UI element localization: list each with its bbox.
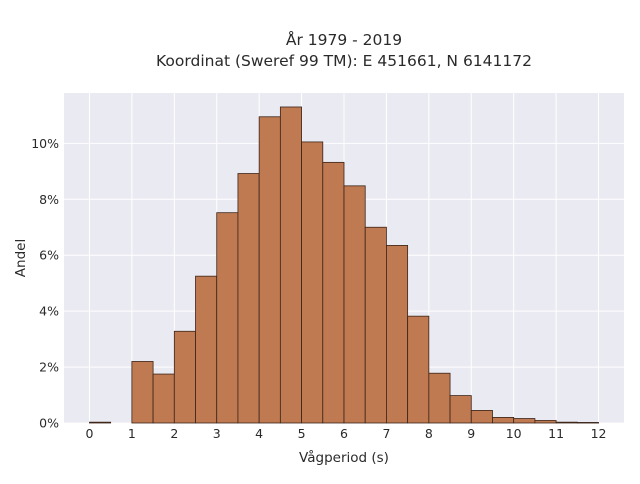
histogram-bar: [173, 330, 196, 424]
histogram-bar: [407, 315, 430, 424]
y-axis-label: Andel: [13, 239, 29, 277]
x-tick-label: 9: [467, 426, 475, 441]
histogram-bar: [195, 275, 218, 424]
x-tick-label: 0: [85, 426, 93, 441]
x-tick-label: 6: [340, 426, 348, 441]
histogram-bar: [301, 141, 324, 424]
histogram-bar: [449, 395, 472, 424]
bars: [89, 106, 599, 424]
x-tick-label: 10: [506, 426, 522, 441]
tick-labels: 0 1 2 3 4 5 6 7 8 9 10 11 120%2%4%6%8%10%: [31, 136, 606, 441]
histogram-bar: [152, 373, 175, 424]
histogram-bar: [492, 417, 515, 424]
x-tick-label: 8: [425, 426, 433, 441]
y-tick-label: 0%: [39, 416, 59, 431]
histogram-bar: [258, 116, 281, 424]
x-tick-label: 3: [213, 426, 221, 441]
x-tick-label: 5: [298, 426, 306, 441]
y-tick-label: 4%: [39, 304, 59, 319]
y-tick-label: 6%: [39, 248, 59, 263]
y-tick-label: 10%: [31, 136, 59, 151]
histogram-bar: [428, 372, 451, 424]
histogram-bar: [216, 212, 239, 424]
histogram-bar: [364, 226, 387, 424]
histogram-bar: [89, 421, 112, 424]
x-tick-label: 12: [591, 426, 607, 441]
histogram-bar: [534, 420, 557, 424]
histogram-bar: [555, 421, 578, 424]
x-tick-label: 1: [128, 426, 136, 441]
x-axis-label: Vågperiod (s): [299, 449, 389, 466]
x-tick-label: 4: [255, 426, 263, 441]
y-tick-label: 2%: [39, 360, 59, 375]
histogram-bar: [237, 173, 260, 424]
histogram-bar: [386, 245, 409, 424]
histogram-bar: [470, 410, 493, 424]
histogram-bar: [513, 418, 536, 424]
histogram-bar: [343, 185, 366, 424]
x-tick-label: 7: [382, 426, 390, 441]
chart-title-line-1: År 1979 - 2019: [286, 30, 402, 49]
histogram-bar: [322, 161, 345, 424]
histogram-bar: [576, 422, 599, 424]
y-tick-label: 8%: [39, 192, 59, 207]
x-tick-label: 11: [548, 426, 564, 441]
chart-title-line-2: Koordinat (Sweref 99 TM): E 451661, N 61…: [156, 52, 532, 70]
x-tick-label: 2: [170, 426, 178, 441]
histogram-bar: [279, 106, 302, 424]
histogram-bar: [131, 361, 154, 424]
